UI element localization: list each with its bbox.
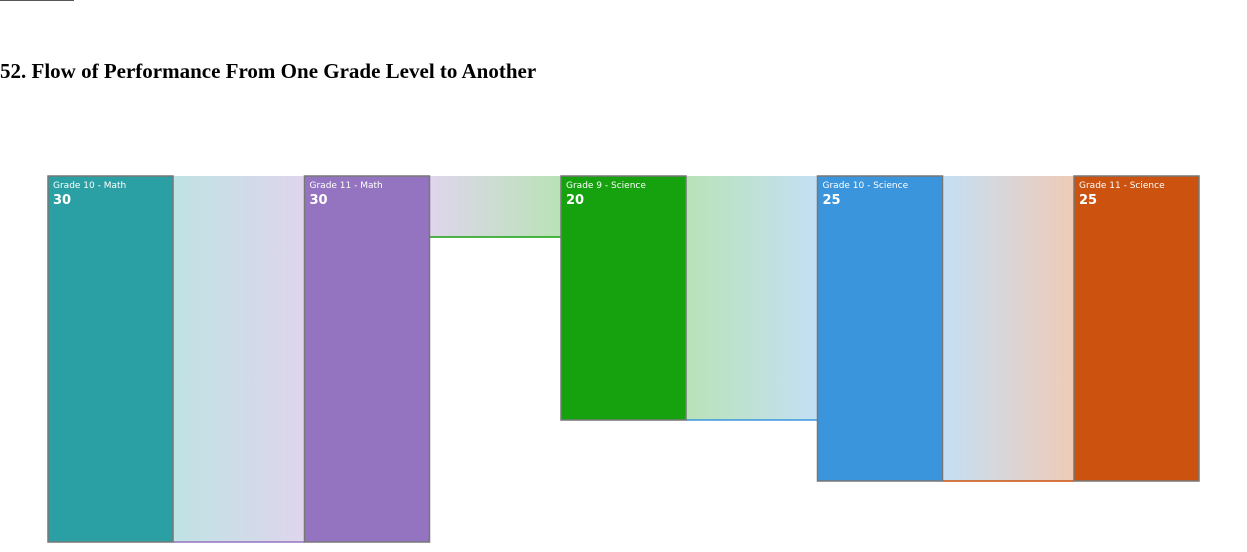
sankey-link-g9s-g10s[interactable] [686,176,818,420]
sankey-node-label-g11m: Grade 11 - Math [310,181,383,191]
sankey-node-value-g10s: 25 [823,193,841,208]
sankey-node-g10m[interactable]: Grade 10 - Math 30 [47,175,174,543]
sankey-link-g10m-g11m[interactable] [173,176,305,542]
sankey-node-rect-g10s[interactable] [816,175,944,482]
sankey-node-value-g9s: 20 [566,193,584,208]
sankey-node-g10s[interactable]: Grade 10 - Science 25 [816,175,944,482]
sankey-node-rect-g9s[interactable] [560,175,687,421]
sankey-node-rect-g10m[interactable] [47,175,174,543]
sankey-node-label-g9s: Grade 9 - Science [566,181,646,191]
sankey-link-g10s-g11s[interactable] [942,176,1075,481]
top-divider [0,0,74,1]
sankey-links [172,176,1075,543]
sankey-node-label-g10s: Grade 10 - Science [823,181,909,191]
sankey-node-rect-g11s[interactable] [1073,175,1200,482]
sankey-node-value-g11m: 30 [310,193,328,208]
page-title: 52. Flow of Performance From One Grade L… [0,59,537,83]
sankey-node-value-g11s: 25 [1079,193,1097,208]
sankey-node-g9s[interactable]: Grade 9 - Science 20 [560,175,687,421]
sankey-node-value-g10m: 30 [53,193,71,208]
sankey-node-g11s[interactable]: Grade 11 - Science 25 [1073,175,1200,482]
sankey-node-label-g10m: Grade 10 - Math [53,181,126,191]
sankey-node-label-g11s: Grade 11 - Science [1079,181,1165,191]
sankey-node-rect-g11m[interactable] [303,175,431,543]
sankey-link-g11m-g9s[interactable] [429,176,562,237]
sankey-node-g11m[interactable]: Grade 11 - Math 30 [303,175,431,543]
